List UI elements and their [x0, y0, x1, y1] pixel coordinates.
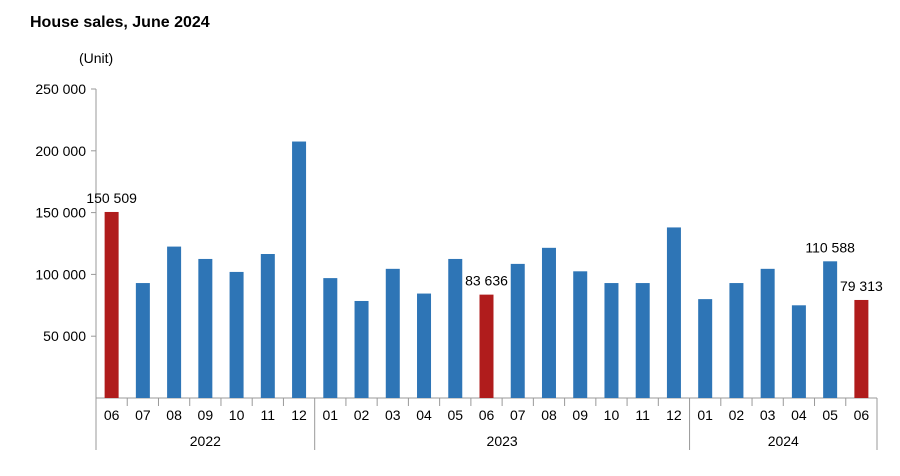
- x-tick-label: 12: [291, 407, 307, 423]
- x-tick-label: 09: [572, 407, 588, 423]
- y-tick-label: 250 000: [35, 81, 86, 97]
- bar: [104, 211, 119, 398]
- x-tick-label: 05: [447, 407, 463, 423]
- x-tick-label: 12: [666, 407, 682, 423]
- x-group-label: 2023: [487, 433, 518, 449]
- data-label: 79 313: [840, 278, 883, 294]
- bar: [760, 268, 775, 398]
- bar: [260, 254, 275, 398]
- x-tick-label: 02: [354, 407, 370, 423]
- x-tick-label: 06: [104, 407, 120, 423]
- y-tick-label: 200 000: [35, 143, 86, 159]
- x-tick-label: 04: [416, 407, 432, 423]
- data-label: 83 636: [465, 273, 508, 289]
- bar: [635, 283, 650, 398]
- x-tick-label: 08: [166, 407, 182, 423]
- bar: [167, 246, 182, 398]
- x-tick-label: 01: [323, 407, 339, 423]
- x-tick-label: 09: [198, 407, 214, 423]
- bar: [854, 299, 869, 398]
- bar: [448, 258, 463, 398]
- x-tick-label: 01: [697, 407, 713, 423]
- bar: [135, 283, 150, 398]
- bar: [323, 278, 338, 398]
- data-label: 110 588: [805, 239, 855, 255]
- chart-title: House sales, June 2024: [30, 14, 210, 31]
- bar: [573, 271, 588, 398]
- y-tick-label: 150 000: [35, 205, 86, 221]
- bar: [198, 258, 213, 398]
- bar: [698, 299, 713, 398]
- bar: [666, 227, 681, 398]
- x-group-label: 2024: [768, 433, 799, 449]
- x-tick-label: 05: [822, 407, 838, 423]
- x-tick-label: 04: [791, 407, 807, 423]
- bar: [292, 141, 307, 398]
- y-tick-label: 50 000: [43, 328, 86, 344]
- bar: [417, 293, 432, 398]
- x-tick-label: 08: [541, 407, 557, 423]
- x-tick-label: 07: [135, 407, 151, 423]
- bar: [541, 247, 556, 398]
- bar: [229, 271, 244, 398]
- bar: [729, 283, 744, 398]
- x-tick-label: 02: [729, 407, 745, 423]
- x-group-label: 2022: [190, 433, 221, 449]
- data-label: 150 509: [86, 190, 137, 206]
- bar: [385, 268, 400, 398]
- x-tick-label: 07: [510, 407, 526, 423]
- bar: [510, 263, 525, 398]
- y-tick-label: 100 000: [35, 266, 86, 282]
- bar: [479, 294, 494, 398]
- x-tick-label: 11: [635, 407, 650, 423]
- x-tick-label: 03: [385, 407, 401, 423]
- bar: [791, 305, 806, 398]
- bar: [354, 300, 369, 398]
- x-tick-label: 03: [760, 407, 776, 423]
- y-unit-label: (Unit): [79, 50, 113, 66]
- bar: [604, 283, 619, 398]
- x-tick-label: 10: [604, 407, 620, 423]
- x-tick-label: 11: [261, 407, 276, 423]
- x-tick-label: 10: [229, 407, 245, 423]
- x-tick-label: 06: [479, 407, 495, 423]
- bar: [823, 261, 838, 398]
- x-tick-label: 06: [854, 407, 870, 423]
